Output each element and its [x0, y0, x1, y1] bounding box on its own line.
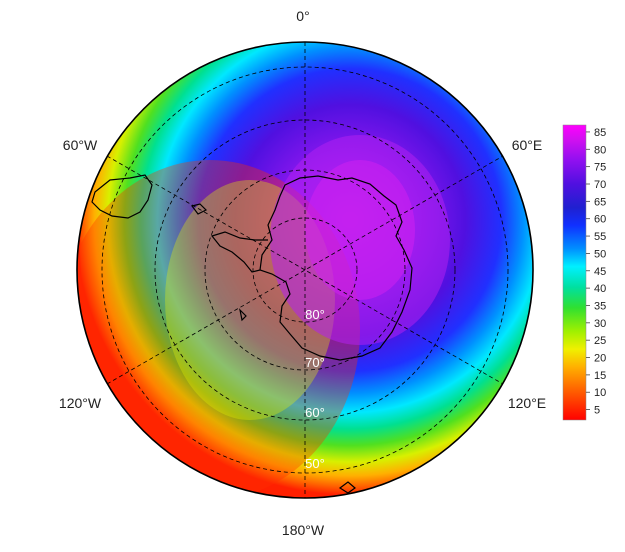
colorbar-tick-label: 15: [594, 370, 606, 382]
antarctica-coast: [259, 175, 413, 361]
colorbar-tick-label: 10: [594, 387, 606, 399]
parallel-60: [154, 119, 456, 421]
ozone-field: [77, 42, 533, 498]
lon-label-0: 0°: [296, 8, 309, 24]
lon-label-60e: 60°E: [512, 137, 543, 153]
lat-label-70: 70°: [305, 355, 325, 370]
meridian-120: [106, 155, 504, 385]
colorbar-tick-label: 65: [594, 196, 606, 208]
parallel-80: [252, 217, 358, 323]
colorbar-tick-label: 35: [594, 300, 606, 312]
kerguelen: [338, 481, 356, 494]
colorbar-tick-label: 60: [594, 214, 606, 226]
colorbar: 85 80 75 70 65 60 55 50 45 40 35 30 25 20 15 10 5: [562, 124, 606, 421]
colorbar-tick-label: 80: [594, 144, 606, 156]
colorbar-tick-label: 85: [594, 127, 606, 139]
lon-label-180w: 180°W: [282, 522, 325, 538]
colorbar-tick-label: 5: [594, 405, 600, 417]
colorbar-tick-label: 75: [594, 162, 606, 174]
meridian-60: [106, 155, 504, 385]
south-georgia: [190, 203, 208, 215]
colorbar-ramp: [562, 124, 587, 421]
lat-label-50: 50°: [305, 456, 325, 471]
lat-label-60: 60°: [305, 405, 325, 420]
colorbar-ticks: 85 80 75 70 65 60 55 50 45 40 35 30 25 20 15 10 5: [586, 127, 606, 417]
lon-label-120w: 120°W: [59, 395, 102, 411]
lon-label-60w: 60°W: [63, 137, 98, 153]
colorbar-tick-label: 55: [594, 231, 606, 243]
lat-label-80: 80°: [305, 307, 325, 322]
colorbar-tick-label: 25: [594, 335, 606, 347]
colorbar-tick-label: 45: [594, 266, 606, 278]
colorbar-tick-label: 50: [594, 248, 606, 260]
south-america-tip: [91, 174, 153, 219]
colorbar-tick-label: 70: [594, 179, 606, 191]
colorbar-tick-label: 30: [594, 318, 606, 330]
lon-label-120e: 120°E: [508, 395, 546, 411]
colorbar-tick-label: 40: [594, 283, 606, 295]
island-west: [239, 308, 247, 322]
antarctic-peninsula: [210, 231, 268, 273]
coastlines: [91, 174, 413, 494]
colorbar-tick-label: 20: [594, 353, 606, 365]
map-border: [76, 41, 534, 499]
graticule: [101, 42, 509, 498]
